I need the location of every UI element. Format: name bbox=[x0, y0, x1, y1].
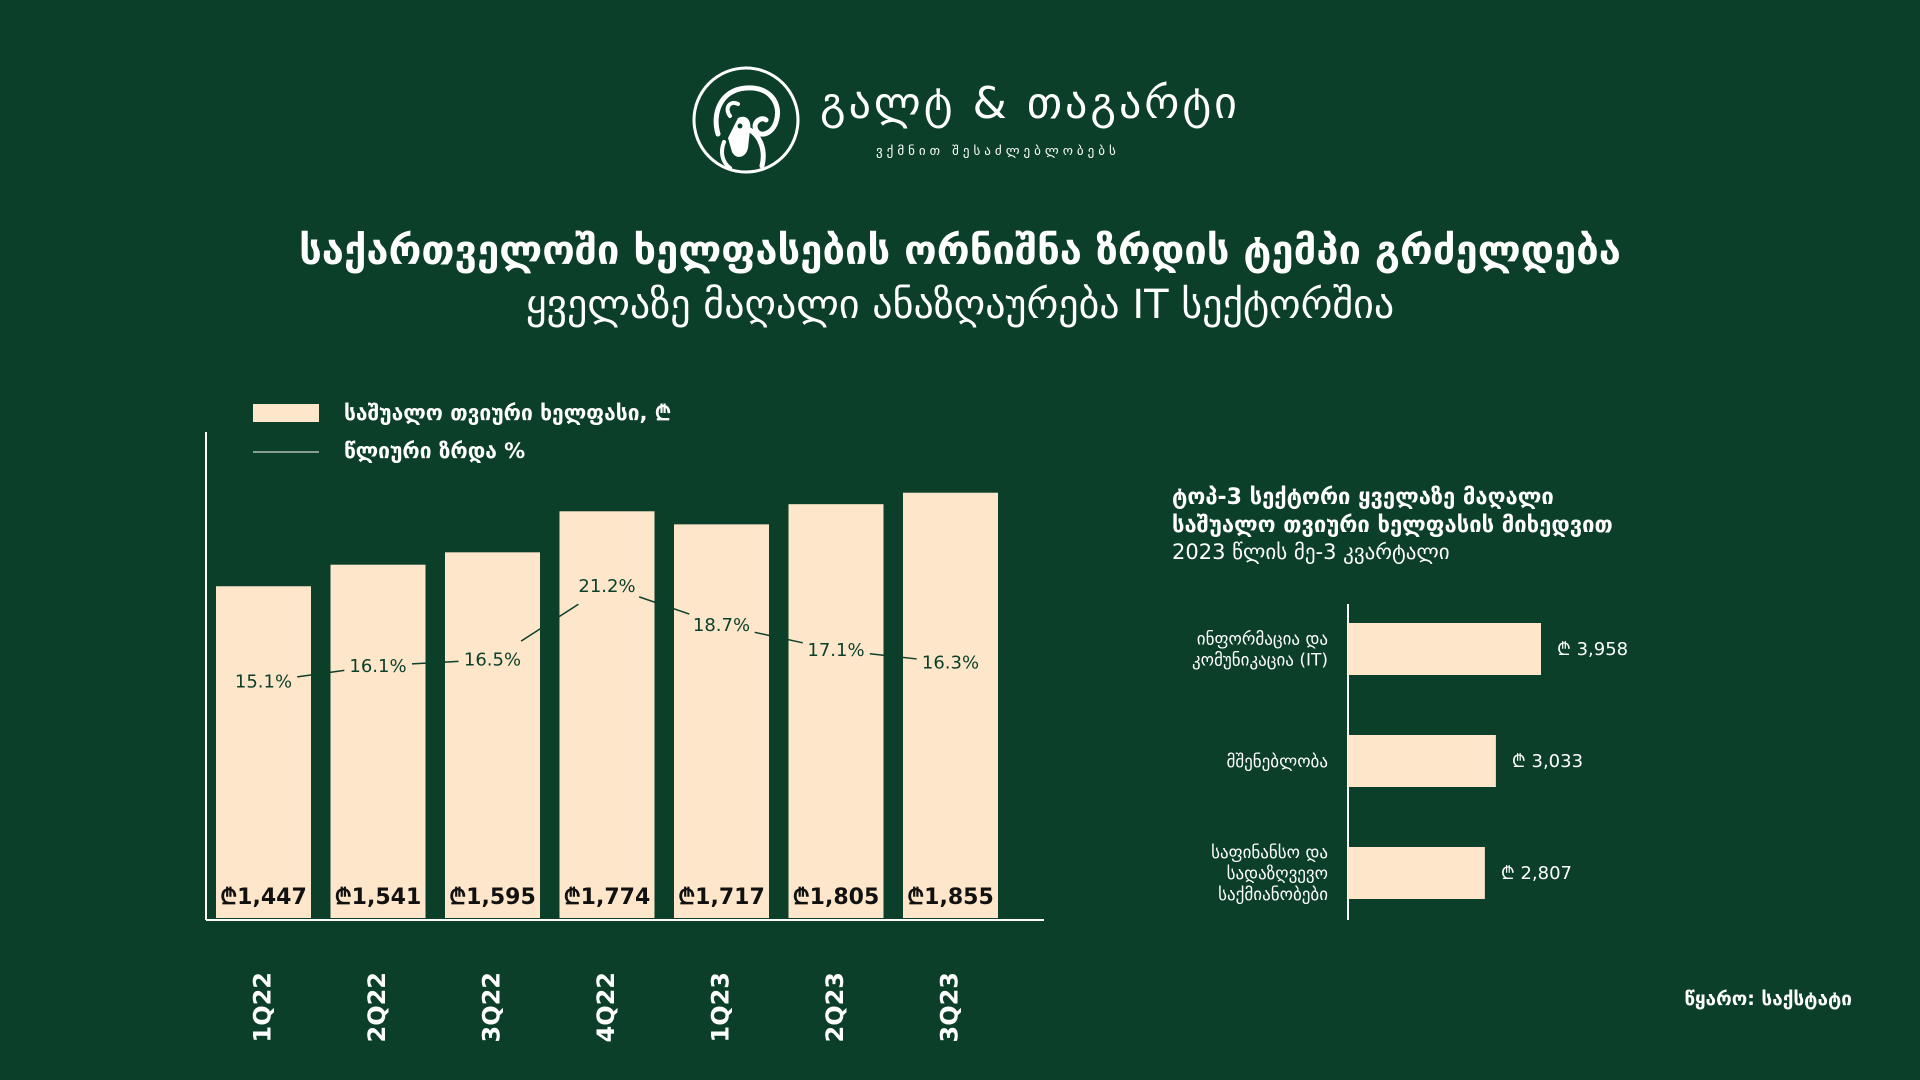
growth-segment-6 bbox=[869, 653, 917, 660]
wage-label-1Q22: ₾1,447 bbox=[220, 885, 307, 910]
growth-segment-2 bbox=[411, 660, 459, 665]
growth-segment-1 bbox=[297, 669, 345, 678]
wage-bar-3Q23 bbox=[903, 492, 998, 918]
x-tick-3Q23: 3Q23 bbox=[936, 972, 964, 1043]
wage-bar-2Q23 bbox=[788, 504, 884, 918]
wage-bar-1Q22 bbox=[216, 586, 311, 918]
growth-segment-5 bbox=[754, 631, 803, 644]
wage-label-2Q23: ₾1,805 bbox=[793, 885, 880, 910]
x-tick-2Q23: 2Q23 bbox=[821, 972, 849, 1043]
page-subtitle: ყველაზე მაღალი ანაზღაურება IT სექტორშია bbox=[525, 282, 1395, 328]
sector-chart-title-line-1: ტოპ-3 სექტორი ყველაზე მაღალი bbox=[1172, 485, 1554, 510]
wage-bar-2Q22 bbox=[330, 564, 426, 918]
x-tick-1Q23: 1Q23 bbox=[707, 972, 735, 1043]
x-tick-3Q22: 3Q22 bbox=[478, 972, 506, 1043]
wage-bar-1Q23 bbox=[674, 524, 769, 918]
sector-chart-title: ტოპ-3 სექტორი ყველაზე მაღალი საშუალო თვი… bbox=[1172, 484, 1613, 540]
brand-tagline: ვქმნით შესაძლებლობებს bbox=[876, 144, 1120, 159]
wage-label-1Q23: ₾1,717 bbox=[678, 885, 765, 910]
page-title: საქართველოში ხელფასების ორნიშნა ზრდის ტე… bbox=[299, 228, 1621, 274]
wage-bar-3Q22 bbox=[445, 552, 540, 918]
growth-label-3Q23: 16.3% bbox=[922, 653, 979, 674]
sector-chart-subtitle: 2023 წლის მე-3 კვარტალი bbox=[1172, 540, 1450, 564]
source-note: წყარო: საქსტატი bbox=[1684, 988, 1852, 1010]
wage-bar-4Q22 bbox=[559, 511, 655, 918]
brand-name: გალტ & თაგარტი bbox=[820, 78, 1240, 129]
growth-label-1Q22: 15.1% bbox=[235, 671, 292, 692]
wage-label-3Q22: ₾1,595 bbox=[449, 885, 536, 910]
growth-label-4Q22: 21.2% bbox=[578, 576, 635, 597]
brand-logo: გალტ & თაგარტი ვქმნით შესაძლებლობებს bbox=[690, 64, 1250, 184]
sector-chart-title-line-2: საშუალო თვიური ხელფასის მიხედვით bbox=[1172, 513, 1613, 538]
legend-bar-swatch bbox=[253, 404, 319, 422]
legend-bar-label: საშუალო თვიური ხელფასი, ₾ bbox=[344, 401, 671, 425]
ram-logo-icon bbox=[692, 66, 800, 174]
wage-label-4Q22: ₾1,774 bbox=[564, 885, 651, 910]
growth-segment-4 bbox=[638, 596, 690, 615]
chart-legend: საშუალო თვიური ხელფასი, ₾ წლიური ზრდა % bbox=[253, 401, 671, 463]
growth-label-3Q22: 16.5% bbox=[464, 650, 521, 671]
x-tick-4Q22: 4Q22 bbox=[592, 972, 620, 1043]
wage-label-2Q22: ₾1,541 bbox=[335, 885, 422, 910]
growth-label-1Q23: 18.7% bbox=[693, 615, 750, 636]
wage-label-3Q23: ₾1,855 bbox=[907, 885, 994, 910]
growth-label-2Q22: 16.1% bbox=[349, 656, 406, 677]
x-tick-1Q22: 1Q22 bbox=[249, 972, 277, 1043]
growth-segment-3 bbox=[520, 603, 579, 642]
legend-line-label: წლიური ზრდა % bbox=[344, 439, 525, 463]
x-tick-2Q22: 2Q22 bbox=[363, 972, 391, 1043]
growth-label-2Q23: 17.1% bbox=[807, 640, 864, 661]
